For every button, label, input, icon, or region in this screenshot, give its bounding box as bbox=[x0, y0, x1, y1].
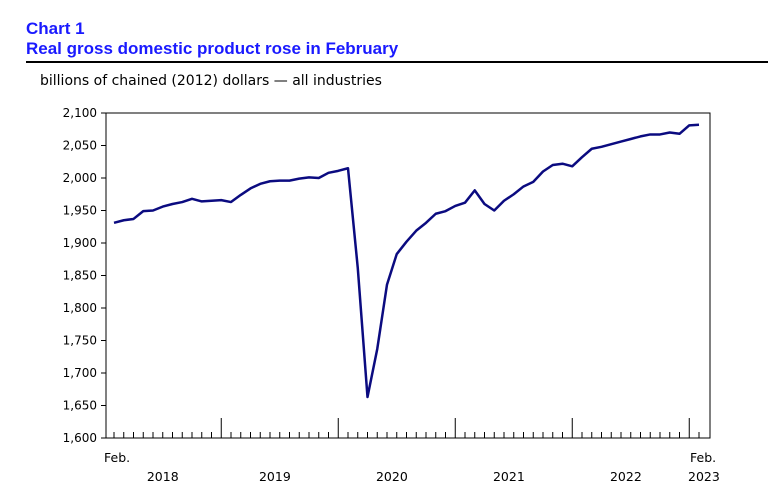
data-point bbox=[620, 140, 622, 142]
data-point bbox=[113, 222, 115, 224]
data-point bbox=[698, 124, 700, 126]
data-point bbox=[269, 180, 271, 182]
data-points bbox=[113, 124, 700, 399]
data-point bbox=[678, 133, 680, 135]
data-point bbox=[152, 209, 154, 211]
data-point bbox=[464, 202, 466, 204]
data-point bbox=[669, 131, 671, 133]
data-point bbox=[220, 199, 222, 201]
y-tick-label: 2,050 bbox=[63, 139, 97, 153]
data-point bbox=[649, 133, 651, 135]
data-point bbox=[532, 181, 534, 183]
data-point bbox=[552, 164, 554, 166]
data-point bbox=[405, 241, 407, 243]
data-point bbox=[474, 189, 476, 191]
x-year-label: 2020 bbox=[376, 469, 408, 484]
data-point bbox=[171, 203, 173, 205]
y-tick-label: 1,750 bbox=[63, 334, 97, 348]
data-point bbox=[591, 148, 593, 150]
data-point bbox=[561, 163, 563, 165]
y-tick-label: 1,950 bbox=[63, 204, 97, 218]
data-point bbox=[240, 194, 242, 196]
title-divider bbox=[26, 61, 768, 63]
data-point bbox=[337, 170, 339, 172]
y-tick-label: 1,900 bbox=[63, 236, 97, 250]
data-point bbox=[513, 193, 515, 195]
data-point bbox=[366, 396, 368, 398]
gdp-series-line bbox=[113, 123, 700, 399]
data-point bbox=[659, 133, 661, 135]
data-point bbox=[542, 170, 544, 172]
data-point bbox=[425, 222, 427, 224]
data-point bbox=[522, 185, 524, 187]
data-point bbox=[288, 179, 290, 181]
data-point bbox=[132, 218, 134, 220]
units-label: billions of chained (2012) dollars — all… bbox=[40, 73, 382, 89]
data-point bbox=[493, 209, 495, 211]
y-tick-label: 1,850 bbox=[63, 269, 97, 283]
data-point bbox=[444, 210, 446, 212]
data-point bbox=[357, 267, 359, 269]
x-start-label: Feb. bbox=[104, 450, 130, 465]
x-end-label-year: 2023 bbox=[688, 469, 720, 484]
y-axis: 1,600 1,650 1,700 1,750 1,800 1,850 1,900 1,950… bbox=[63, 106, 106, 445]
x-year-label: 2021 bbox=[493, 469, 525, 484]
data-point bbox=[483, 203, 485, 205]
y-tick-label: 1,650 bbox=[63, 399, 97, 413]
data-point bbox=[503, 200, 505, 202]
data-point bbox=[435, 213, 437, 215]
data-point bbox=[600, 146, 602, 148]
data-point bbox=[415, 229, 417, 231]
plot-frame bbox=[105, 112, 711, 439]
x-year-label: 2019 bbox=[259, 469, 291, 484]
data-point bbox=[454, 205, 456, 207]
data-point bbox=[123, 219, 125, 221]
data-point bbox=[142, 210, 144, 212]
data-point bbox=[210, 200, 212, 202]
y-tick-label: 1,600 bbox=[63, 431, 97, 445]
data-point bbox=[396, 253, 398, 255]
data-point bbox=[610, 143, 612, 145]
x-end-label-month: Feb. bbox=[690, 450, 716, 465]
data-point bbox=[386, 283, 388, 285]
data-point bbox=[162, 205, 164, 207]
data-point bbox=[688, 124, 690, 126]
y-tick-label: 2,000 bbox=[63, 171, 97, 185]
y-tick-label: 1,800 bbox=[63, 301, 97, 315]
data-point bbox=[347, 167, 349, 169]
data-point bbox=[318, 177, 320, 179]
data-point bbox=[308, 176, 310, 178]
data-point bbox=[191, 198, 193, 200]
data-point bbox=[249, 187, 251, 189]
data-point bbox=[201, 200, 203, 202]
data-point bbox=[259, 183, 261, 185]
data-point bbox=[639, 135, 641, 137]
data-point bbox=[581, 156, 583, 158]
data-point bbox=[279, 179, 281, 181]
y-tick-label: 2,100 bbox=[63, 106, 97, 120]
x-year-label: 2022 bbox=[610, 469, 642, 484]
x-axis: 2018 2019 2020 2021 2022 bbox=[113, 418, 700, 484]
x-year-label: 2018 bbox=[147, 469, 179, 484]
chart-number: Chart 1 bbox=[26, 19, 85, 38]
data-point bbox=[571, 165, 573, 167]
data-point bbox=[181, 201, 183, 203]
data-point bbox=[630, 138, 632, 140]
y-tick-label: 1,700 bbox=[63, 366, 97, 380]
data-point bbox=[298, 177, 300, 179]
data-point bbox=[230, 201, 232, 203]
chart-title: Real gross domestic product rose in Febr… bbox=[26, 39, 399, 58]
data-point bbox=[327, 172, 329, 174]
data-point bbox=[376, 348, 378, 350]
